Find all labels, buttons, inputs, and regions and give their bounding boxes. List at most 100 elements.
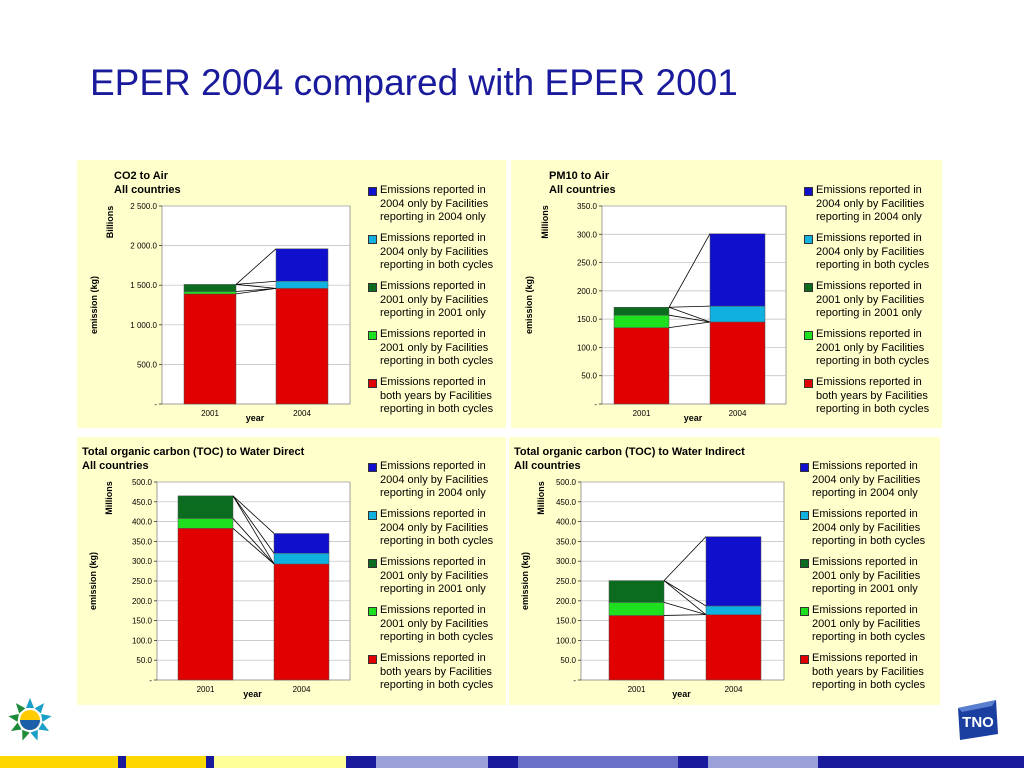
legend-swatch	[368, 463, 377, 472]
footer-stripe-segment	[0, 756, 118, 768]
bar-segment	[709, 305, 766, 323]
y-tick-label: -	[573, 676, 576, 685]
legend-label: Emissions reported in 2001 only by Facil…	[380, 556, 489, 595]
chart-panel-pm10-air: PM10 to Air All countries - 50.0 100.0 150.…	[511, 160, 942, 428]
legend-label: Emissions reported in 2004 only by Facil…	[380, 184, 489, 223]
y-tick-label: -	[594, 400, 597, 409]
series-connector-line	[232, 495, 275, 554]
series-connector-line	[663, 580, 707, 607]
y-unit-label: Millions	[104, 481, 114, 515]
legend-label: Emissions reported in 2004 only by Facil…	[812, 460, 921, 499]
x-tick-label: 2004	[293, 409, 311, 418]
y-tick-label: 150.0	[577, 315, 598, 324]
chart-plot-area: - 50.0 100.0 150.0 200.0 250.0 300.0 350.0 400.0…	[520, 478, 785, 699]
y-tick-label: 150.0	[132, 617, 153, 626]
legend-swatch	[368, 511, 377, 520]
legend-label: Emissions reported in 2001 only by Facil…	[816, 328, 930, 367]
footer-stripe-segment	[678, 756, 708, 768]
y-tick-label: -	[154, 400, 157, 409]
x-axis-title: year	[672, 689, 691, 699]
footer-stripe-segment	[518, 756, 678, 768]
bar-segment	[705, 536, 762, 607]
y-tick-label: 1 500.0	[130, 281, 157, 290]
chart-subtitle: All countries	[549, 184, 616, 196]
y-tick-label: 300.0	[577, 230, 598, 239]
y-axis-title: emission (kg)	[524, 276, 534, 334]
y-tick-label: 150.0	[556, 617, 577, 626]
legend-swatch	[800, 607, 809, 616]
bar-segment	[275, 280, 329, 289]
y-tick-label: 2 000.0	[130, 242, 157, 251]
series-connector-line	[668, 305, 711, 308]
legend-label: Emissions reported in 2001 only by Facil…	[812, 604, 926, 643]
chart-title-block: PM10 to Air All countries	[549, 169, 616, 197]
legend-swatch	[368, 559, 377, 568]
footer-stripe	[0, 756, 1024, 768]
legend-swatch	[368, 607, 377, 616]
chart-panel-toc-water-direct: Total organic carbon (TOC) to Water Dire…	[77, 437, 506, 705]
legend-label: Emissions reported in 2001 only by Facil…	[812, 556, 921, 595]
chart-title: Total organic carbon (TOC) to Water Dire…	[82, 446, 305, 458]
y-tick-label: 50.0	[581, 372, 597, 381]
chart-subtitle: All countries	[114, 184, 181, 196]
y-tick-label: 350.0	[577, 202, 598, 211]
legend-swatch	[368, 379, 377, 388]
y-tick-label: 250.0	[577, 259, 598, 268]
bar-segment	[177, 528, 234, 681]
tno-logo-text: TNO	[962, 714, 994, 731]
bar-segment	[183, 284, 237, 292]
y-tick-label: 100.0	[132, 636, 153, 645]
series-connector-line	[668, 306, 711, 323]
legend-swatch	[368, 235, 377, 244]
legend-label: Emissions reported in 2004 only by Facil…	[816, 232, 930, 271]
tno-logo-icon: TNO	[958, 700, 998, 740]
bar-segment	[608, 602, 665, 616]
y-tick-label: 500.0	[132, 478, 153, 487]
x-tick-label: 2004	[729, 409, 747, 418]
chart-plot-area: - 500.0 1 000.0 1 500.0 2 000.0 2 500.0 2001 20…	[89, 202, 351, 423]
legend-label: Emissions reported in 2004 only by Facil…	[380, 232, 494, 271]
bar-segment	[177, 518, 234, 529]
chart-title: PM10 to Air	[549, 170, 610, 182]
x-tick-label: 2001	[633, 409, 651, 418]
footer-stripe-segment	[126, 756, 206, 768]
series-connector-line	[232, 495, 275, 534]
chart-title: Total organic carbon (TOC) to Water Indi…	[514, 446, 745, 458]
series-connector-line	[668, 321, 711, 329]
y-unit-label: Billions	[105, 206, 115, 239]
footer-stripe-segment	[214, 756, 346, 768]
x-tick-label: 2001	[628, 685, 646, 694]
legend-label: Emissions reported in 2001 only by Facil…	[816, 280, 925, 319]
legend-label: Emissions reported in both years by Faci…	[812, 652, 926, 691]
y-tick-label: 2 500.0	[130, 202, 157, 211]
legend-swatch	[368, 283, 377, 292]
series-connector-line	[663, 580, 707, 615]
bar-segment	[705, 605, 762, 615]
legend-swatch	[800, 511, 809, 520]
legend-swatch	[804, 187, 813, 196]
x-axis-title: year	[246, 413, 265, 423]
legend-label: Emissions reported in 2004 only by Facil…	[816, 184, 925, 223]
series-connector-line	[668, 233, 711, 308]
series-connector-line	[232, 495, 275, 565]
legend-label: Emissions reported in 2001 only by Facil…	[380, 604, 494, 643]
y-tick-label: 300.0	[556, 557, 577, 566]
footer-stripe-segment	[818, 756, 1024, 768]
series-connector-line	[232, 518, 275, 565]
chart-title-block: CO2 to Air All countries	[114, 169, 181, 197]
y-tick-label: 450.0	[132, 498, 153, 507]
y-tick-label: 100.0	[577, 343, 598, 352]
slide-title: EPER 2004 compared with EPER 2001	[90, 62, 738, 103]
y-tick-label: 350.0	[132, 537, 153, 546]
x-tick-label: 2004	[293, 685, 311, 694]
series-connector-line	[235, 248, 277, 285]
bar-segment	[613, 327, 670, 405]
y-tick-label: 200.0	[556, 597, 577, 606]
legend-swatch	[800, 655, 809, 664]
y-tick-label: 500.0	[556, 478, 577, 487]
chart-plot-area: - 50.0 100.0 150.0 200.0 250.0 300.0 350.0 2001 2…	[524, 202, 787, 423]
series-connector-line	[663, 536, 707, 581]
y-tick-label: 450.0	[556, 498, 577, 507]
y-unit-label: Millions	[536, 481, 546, 515]
y-axis-title: emission (kg)	[88, 552, 98, 610]
